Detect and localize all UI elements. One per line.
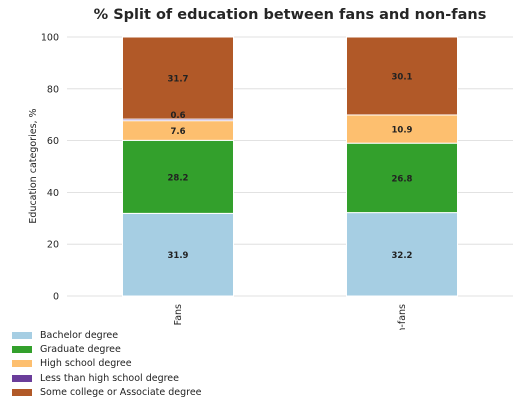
data-label-0-3: 0.6	[170, 111, 185, 121]
legend-swatch-4	[12, 388, 32, 396]
y-tick-label-3: 60	[47, 136, 59, 147]
data-label-1-4: 30.1	[392, 72, 413, 82]
legend: Bachelor degree Graduate degree High schoo…	[12, 328, 202, 399]
y-tick-label-5: 100	[41, 33, 59, 44]
data-label-0-4: 31.7	[168, 75, 189, 85]
x-tick-label-1: Non-fans	[397, 304, 408, 330]
stacked-bar-chart: % Split of education between fans and no…	[28, 7, 513, 330]
bar-segment-0-1	[122, 139, 234, 214]
data-label-1-0: 32.2	[392, 251, 413, 261]
legend-swatch-3	[12, 374, 32, 382]
data-label-1-2: 10.9	[392, 126, 413, 136]
legend-label-4: Some college or Associate degree	[40, 386, 202, 398]
legend-swatch-2	[12, 360, 32, 368]
bar-segment-1-1	[346, 142, 458, 214]
legend-swatch-0	[12, 331, 32, 339]
legend-label-2: High school degree	[40, 358, 132, 370]
bar-segment-1-4	[346, 36, 458, 116]
bar-segment-0-0	[122, 212, 234, 297]
legend-swatch-1	[12, 345, 32, 353]
bar-segment-1-2	[346, 114, 458, 144]
legend-item-1: Graduate degree	[12, 342, 202, 356]
y-axis-label: Education categories, %	[28, 108, 39, 223]
x-tick-label-0: Fans	[173, 304, 184, 325]
y-tick-label-0: 0	[53, 292, 59, 303]
legend-label-0: Bachelor degree	[40, 329, 119, 341]
legend-item-3: Less than high school degree	[12, 371, 202, 385]
data-label-0-0: 31.9	[168, 251, 189, 261]
legend-item-4: Some college or Associate degree	[12, 385, 202, 399]
bar-segment-0-4	[122, 36, 234, 120]
legend-label-1: Graduate degree	[40, 343, 121, 355]
data-label-1-1: 26.8	[392, 174, 413, 184]
legend-item-2: High school degree	[12, 357, 202, 371]
bar-segment-1-0	[346, 212, 458, 297]
legend-item-0: Bachelor degree	[12, 328, 202, 342]
chart-title: % Split of education between fans and no…	[94, 7, 487, 23]
y-tick-label-1: 20	[47, 240, 59, 251]
y-tick-label-4: 80	[47, 84, 59, 95]
data-label-0-1: 28.2	[168, 173, 189, 183]
data-label-0-2: 7.6	[170, 127, 185, 137]
y-tick-label-2: 40	[47, 188, 59, 199]
legend-label-3: Less than high school degree	[40, 372, 179, 384]
